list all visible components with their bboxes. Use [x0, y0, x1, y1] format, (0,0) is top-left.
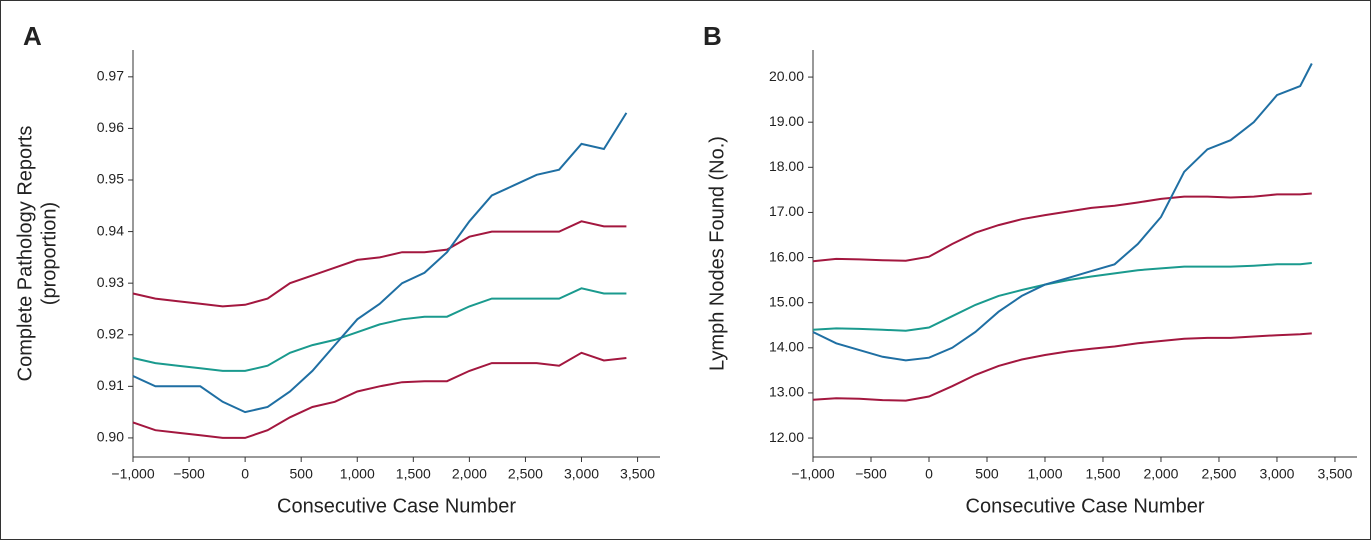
y-tick-label: 13.00: [769, 384, 804, 400]
x-tick-label: −1,000: [111, 466, 154, 482]
x-tick-label: 1,500: [1085, 466, 1120, 482]
series-line: [132, 351, 627, 439]
x-tick-label: −1,000: [791, 466, 834, 482]
y-tick-label: 19.00: [769, 113, 804, 129]
y-axis-title: Complete Pathology Reports: [14, 126, 36, 382]
series-line: [132, 112, 628, 414]
y-tick-label: 0.91: [97, 377, 124, 393]
panel-label: A: [23, 21, 42, 51]
x-tick-label: 500: [290, 466, 314, 482]
y-tick-label: 0.95: [97, 171, 124, 187]
x-tick-label: 500: [975, 466, 999, 482]
y-tick-label: 14.00: [769, 339, 804, 355]
series-line: [132, 287, 627, 372]
y-tick-label: 18.00: [769, 158, 804, 174]
x-tick-label: 3,500: [620, 466, 655, 482]
y-tick-label: 0.92: [97, 325, 124, 341]
series-line: [812, 63, 1313, 362]
y-tick-label: 17.00: [769, 203, 804, 219]
x-tick-label: 1,500: [396, 466, 431, 482]
y-tick-label: 20.00: [769, 68, 804, 84]
x-tick-label: −500: [855, 466, 887, 482]
x-tick-label: 0: [241, 466, 249, 482]
series-line: [812, 332, 1312, 402]
series-line: [132, 220, 627, 308]
x-tick-label: 1,000: [1027, 466, 1062, 482]
y-tick-label: 16.00: [769, 248, 804, 264]
x-axis-title: Consecutive Case Number: [277, 495, 516, 517]
y-tick-label: 0.90: [97, 429, 124, 445]
x-tick-label: 1,000: [340, 466, 375, 482]
y-tick-label: 0.94: [97, 222, 124, 238]
x-tick-label: −500: [173, 466, 205, 482]
y-tick-label: 0.97: [97, 68, 124, 84]
x-tick-label: 2,000: [1143, 466, 1178, 482]
x-tick-label: 0: [925, 466, 933, 482]
x-tick-label: 3,000: [1259, 466, 1294, 482]
y-tick-label: 0.96: [97, 119, 124, 135]
x-tick-label: 2,000: [452, 466, 487, 482]
x-tick-label: 3,500: [1317, 466, 1352, 482]
x-tick-label: 2,500: [1201, 466, 1236, 482]
panel-label: B: [703, 21, 722, 51]
series-line: [812, 192, 1312, 263]
y-tick-label: 0.93: [97, 274, 124, 290]
x-tick-label: 2,500: [508, 466, 543, 482]
y-axis-title: Lymph Nodes Found (No.): [706, 136, 728, 371]
x-tick-label: 3,000: [564, 466, 599, 482]
series-line: [812, 262, 1312, 332]
y-tick-label: 15.00: [769, 293, 804, 309]
x-axis-title: Consecutive Case Number: [966, 495, 1205, 517]
y-tick-label: 12.00: [769, 429, 804, 445]
y-axis-title: (proportion): [38, 202, 60, 305]
